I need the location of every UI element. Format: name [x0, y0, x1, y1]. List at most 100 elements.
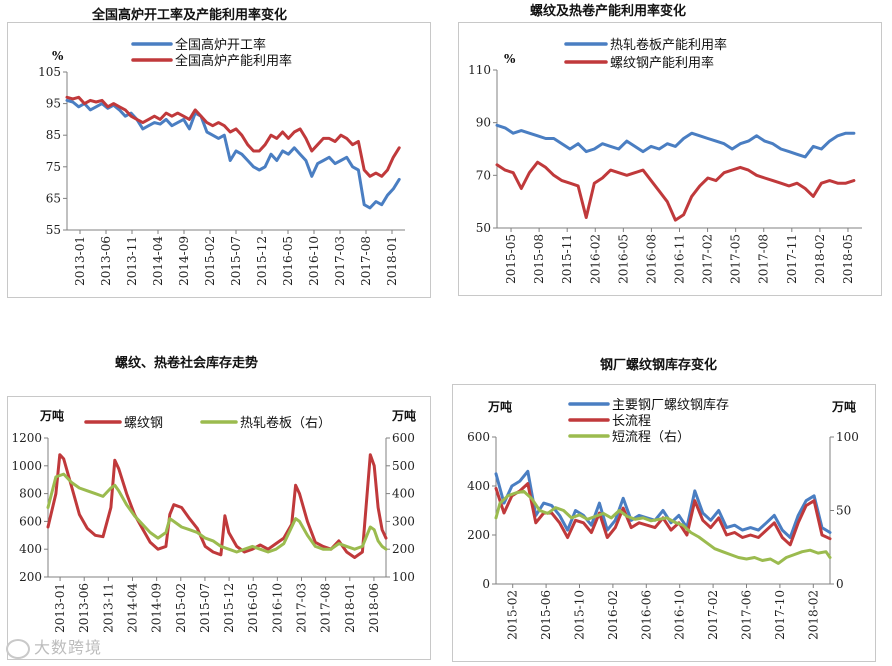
chart4-ytick-label: 400 [467, 479, 490, 493]
chart3-xtick-label: 2018-06 [367, 583, 381, 633]
chart4-xtick-label: 2015-02 [506, 590, 520, 640]
chart4-xtick-label: 2017-02 [706, 590, 720, 640]
chart4-series-line-1 [494, 469, 832, 539]
chart1-unit-left: % [52, 49, 64, 63]
chart2-ytick-label: 110 [468, 63, 491, 77]
chart4-y2tick-label: 0 [836, 577, 844, 591]
chart2-legend-label: 热轧卷板产能利用率 [610, 37, 727, 53]
chart4-xtick-label: 2016-02 [606, 590, 620, 640]
chart3-xtick-label: 2015-02 [174, 583, 188, 633]
chart2-ytick-label: 70 [476, 168, 491, 182]
chart2-xtick-label: 2016-05 [616, 234, 630, 284]
chart2-xtick-label: 2018-05 [841, 234, 855, 284]
chart1-title: 全国高炉开工率及产能利用率变化 [92, 8, 288, 23]
chart3-ytick-label: 1000 [11, 459, 42, 473]
chart3-xtick-label: 2016-10 [270, 583, 284, 633]
chart4-unit-right: 万吨 [831, 399, 856, 414]
chart2-series-line-1 [495, 123, 856, 159]
chart1-frame [7, 22, 431, 298]
watermark-text: 大数跨境 [34, 638, 103, 657]
chart4-y2tick-label: 100 [836, 430, 859, 444]
chart3-y2tick-label: 300 [392, 514, 415, 528]
chart2-xtick-label: 2017-11 [785, 234, 799, 284]
chart4-unit-left: 万吨 [487, 399, 512, 414]
chart3-ytick-label: 800 [19, 487, 42, 501]
chart2-ytick-label: 50 [476, 221, 491, 235]
chart2-xtick-label: 2017-05 [729, 234, 743, 284]
chart3-ytick-label: 400 [19, 542, 42, 556]
chart1-xtick-label: 2013-01 [73, 236, 87, 286]
chart3-xtick-label: 2013-06 [77, 583, 91, 633]
chart3-frame [7, 396, 431, 660]
chart3-xtick-label: 2013-11 [101, 583, 115, 633]
chart1-ytick-label: 95 [46, 97, 61, 111]
chart2-xtick-label: 2018-02 [813, 234, 827, 284]
chart2-series-line-2 [495, 160, 856, 222]
chart3-legend-label: 热轧卷板（右） [240, 415, 331, 431]
chart1-xtick-label: 2013-06 [99, 236, 113, 286]
chart1-ytick-label: 65 [46, 191, 61, 205]
chart3-ytick-label: 1200 [11, 431, 42, 445]
chart4-legend-label: 短流程（右） [612, 430, 690, 445]
chart1-xtick-label: 2016-05 [281, 236, 295, 286]
chart4-ytick-label: 200 [467, 528, 490, 542]
chart1-xtick-label: 2013-11 [125, 236, 139, 286]
chart1-series-line-1 [65, 98, 401, 210]
chart2-legend-label: 螺纹钢产能利用率 [610, 55, 714, 71]
chart4-frame [452, 384, 876, 662]
chart1-ytick-label: 55 [46, 223, 61, 237]
chart2-title: 螺纹及热卷产能利用率变化 [530, 4, 687, 19]
chart3-title: 螺纹、热卷社会库存走势 [115, 356, 259, 371]
chart3-xtick-label: 2016-05 [246, 583, 260, 633]
chart4-ytick-label: 600 [467, 430, 490, 444]
chart4-legend-label: 长流程 [612, 414, 651, 429]
watermark: 大数跨境 [6, 634, 102, 659]
chart1-ytick-label: 105 [38, 65, 61, 79]
chart2-xtick-label: 2015-11 [560, 234, 574, 284]
chart3-unit-right: 万吨 [391, 408, 416, 423]
chart3-y2tick-label: 600 [392, 431, 415, 445]
chart1-xtick-label: 2015-12 [255, 236, 269, 286]
chart3-legend-label: 螺纹钢 [124, 416, 163, 431]
chart4-title: 钢厂螺纹钢库存变化 [600, 358, 718, 373]
chart1-legend-label: 全国高炉开工率 [175, 37, 266, 53]
chart4-xtick-label: 2016-06 [639, 590, 653, 640]
chart3-ytick-label: 200 [19, 570, 42, 584]
chart3-ytick-label: 600 [19, 514, 42, 528]
chart2-xtick-label: 2017-02 [701, 234, 715, 284]
chart2-ytick-label: 90 [476, 116, 491, 130]
chart2-xtick-label: 2017-08 [757, 234, 771, 284]
chart1-xtick-label: 2014-09 [177, 236, 191, 286]
chart2-xtick-label: 2015-08 [532, 234, 546, 284]
chart2-xtick-label: 2016-11 [673, 234, 687, 284]
chart1-legend-label: 全国高炉产能利用率 [175, 53, 292, 69]
chart3-series-line-2 [46, 472, 388, 554]
chart4-xtick-label: 2015-06 [539, 590, 553, 640]
chart2-frame [458, 22, 882, 296]
chart3-unit-left: 万吨 [39, 408, 64, 423]
chart2-xtick-label: 2015-05 [504, 234, 518, 284]
chart4-xtick-label: 2015-10 [573, 590, 587, 640]
chart3-y2tick-label: 200 [392, 542, 415, 556]
chart4-y2tick-label: 50 [836, 504, 851, 518]
chart1-xtick-label: 2015-07 [229, 236, 243, 286]
chart4-ytick-label: 0 [482, 577, 490, 591]
chart3-y2tick-label: 500 [392, 459, 415, 473]
chart1-xtick-label: 2017-03 [333, 236, 347, 286]
chart4-xtick-label: 2017-10 [773, 590, 787, 640]
chart3-xtick-label: 2017-03 [295, 583, 309, 633]
chart1-series-line-2 [65, 95, 401, 178]
chart3-xtick-label: 2014-04 [126, 583, 140, 633]
chart1-xtick-label: 2017-08 [359, 236, 373, 286]
chart2-xtick-label: 2016-02 [588, 234, 602, 284]
chart3-xtick-label: 2014-09 [150, 583, 164, 633]
chart1-xtick-label: 2018-01 [385, 236, 399, 286]
chart4-xtick-label: 2018-02 [806, 590, 820, 640]
chart1-xtick-label: 2014-04 [151, 236, 165, 286]
chart2-xtick-label: 2016-08 [644, 234, 658, 284]
chart3-xtick-label: 2017-08 [319, 583, 333, 633]
chart3-xtick-label: 2015-12 [222, 583, 236, 633]
